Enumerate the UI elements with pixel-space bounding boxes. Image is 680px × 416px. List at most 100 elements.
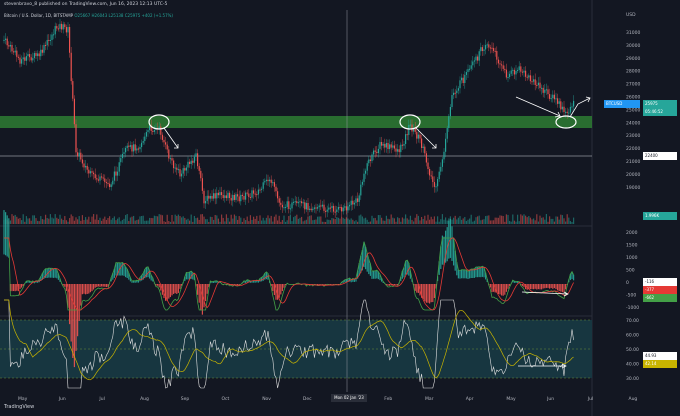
candle-body [550, 98, 552, 100]
candle-body [237, 194, 239, 197]
macd-bar [435, 284, 437, 289]
candle-body [347, 206, 349, 211]
volume-bar [227, 217, 229, 224]
candle-body [77, 152, 79, 157]
candle-body [64, 24, 66, 28]
macd-bar [517, 281, 519, 283]
candle-body [555, 98, 557, 100]
volume-bar [291, 221, 293, 224]
macd-bar [422, 284, 424, 300]
volume-bar [507, 214, 509, 224]
macd-bar [373, 270, 375, 279]
macd-bar [547, 284, 549, 288]
candle-body [185, 167, 187, 171]
candle-body [251, 190, 253, 198]
volume-bar [254, 218, 256, 224]
price-tick: 31000 [626, 30, 640, 36]
macd-bar [544, 284, 546, 289]
candle-body [96, 178, 98, 180]
candle-body [243, 195, 245, 200]
candle-body [13, 51, 15, 53]
volume-bar [233, 214, 235, 224]
macd-bar [131, 280, 133, 283]
candle-body [361, 181, 363, 185]
macd-bar [110, 277, 112, 282]
candle-body [493, 48, 495, 51]
macd-bar [264, 273, 266, 280]
candle-body [35, 53, 37, 56]
price-tick: 27000 [626, 82, 640, 88]
macd-bar [501, 284, 503, 296]
volume-bar [384, 220, 386, 224]
macd-bar [3, 210, 5, 255]
macd-bar [438, 261, 440, 275]
macd-bar [216, 280, 218, 283]
candle-body [433, 182, 435, 187]
macd-bar [29, 280, 31, 283]
candle-body [509, 73, 511, 77]
volume-bar [315, 219, 317, 224]
macd-bar [251, 280, 253, 283]
candle-body [190, 160, 192, 164]
top-circle-1 [148, 114, 170, 130]
volume-bar [272, 221, 274, 224]
macd-bar [27, 280, 29, 283]
macd-bar [147, 266, 149, 278]
candle-body [328, 207, 330, 210]
volume-bar [275, 214, 277, 224]
volume-bar [387, 218, 389, 224]
candle-body [110, 184, 112, 188]
volume-bar [307, 216, 309, 224]
volume-bar [443, 219, 445, 224]
candle-body [200, 170, 202, 179]
macd-bar [557, 284, 559, 291]
price-tick: 20000 [626, 172, 640, 178]
candle-body [278, 198, 280, 203]
macd-bar [6, 215, 8, 257]
macd-bar [565, 284, 567, 290]
month-tick: Jul [98, 396, 104, 402]
volume-bar [19, 218, 21, 224]
candle-body [542, 87, 544, 93]
candle-body [214, 193, 216, 199]
macd-axis: 2000 1500 1000 500 0 -500 -1000 [626, 230, 639, 311]
candle-body [384, 143, 386, 148]
candle-body [161, 134, 163, 140]
macd-bar [424, 284, 426, 302]
volume-bar [45, 214, 47, 224]
candle-body [441, 159, 443, 167]
macd-bar [245, 281, 247, 283]
volume-bar [536, 214, 538, 224]
macd-bar [206, 284, 208, 294]
macd-bar [69, 284, 71, 325]
month-tick: Jun [546, 396, 554, 402]
macd-bar [123, 263, 125, 276]
month-tick: Oct [222, 396, 230, 402]
candle-body [198, 166, 200, 171]
candle-body [352, 200, 354, 205]
volume-bar [526, 217, 528, 224]
volume-bar [54, 214, 56, 224]
macd-bar [533, 284, 535, 290]
macd-bar [281, 284, 283, 291]
candle-body [477, 56, 479, 61]
candle-body [208, 195, 210, 199]
price-tick: 19000 [626, 185, 640, 191]
macd-bar [192, 272, 194, 280]
macd-bar [320, 284, 322, 285]
candle-body [33, 53, 35, 59]
candle-body [144, 136, 146, 142]
macd-bar [101, 284, 103, 287]
volume-bar [331, 217, 333, 224]
volume-bar [502, 216, 504, 224]
macd-bar [363, 241, 365, 268]
candle-body [499, 63, 501, 65]
macd-bar [96, 284, 98, 287]
volume-bar [485, 216, 487, 224]
macd-bar [325, 284, 327, 285]
volume-bar [253, 216, 255, 224]
macd-bar [542, 284, 544, 289]
candle-body [93, 172, 95, 175]
countdown-tag: 05:46:52 [643, 108, 677, 116]
